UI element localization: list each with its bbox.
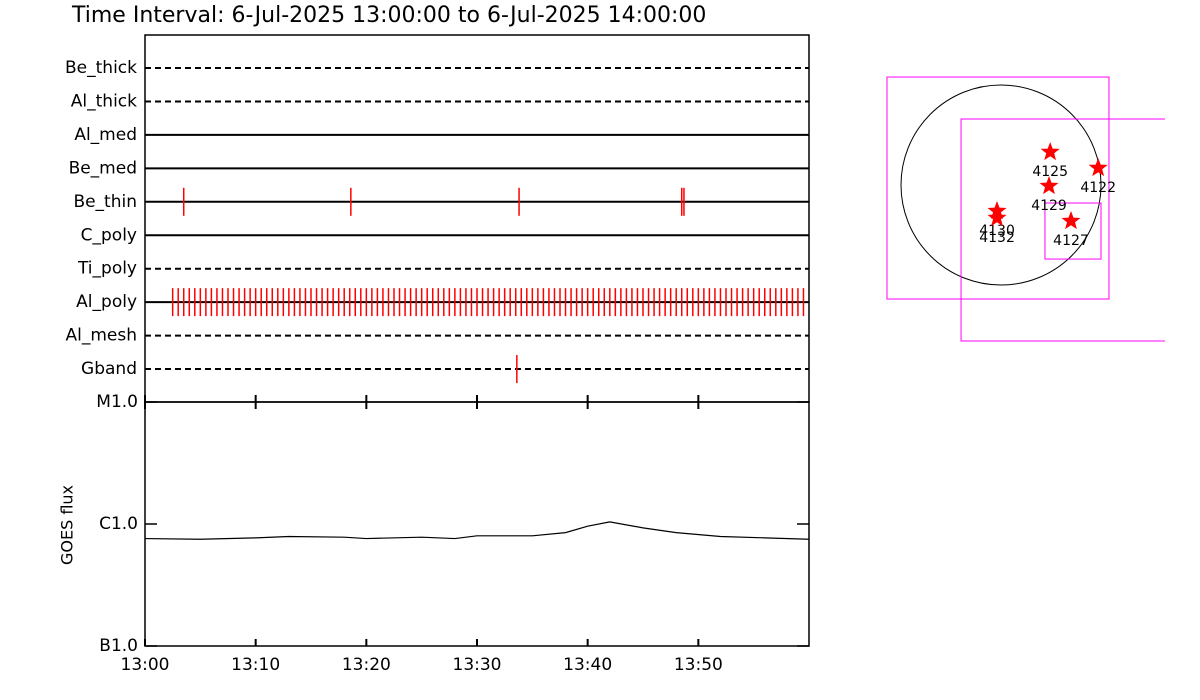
upper-frame — [144, 34, 810, 403]
region-star — [1088, 158, 1108, 177]
fov-box — [1044, 202, 1102, 260]
fov-box — [886, 76, 1110, 300]
map-boxes — [886, 76, 1165, 342]
region-star — [987, 208, 1007, 227]
y-tick-label: B1.0 — [99, 636, 138, 656]
row-label: Be_thick — [65, 58, 137, 78]
region-label: 4130 — [979, 223, 1015, 239]
x-tick-label: 13:10 — [231, 655, 280, 675]
y-tick-label: M1.0 — [96, 392, 138, 412]
x-tick-label: 13:30 — [453, 655, 502, 675]
x-tick-label: 13:00 — [121, 655, 170, 675]
row-label: C_poly — [81, 225, 137, 245]
region-label: 4125 — [1032, 164, 1068, 180]
row-label: Be_med — [69, 158, 137, 178]
goes-curve — [144, 521, 810, 540]
region-label: 4122 — [1080, 180, 1116, 196]
lower-frame — [144, 401, 810, 647]
region-label: 4127 — [1053, 233, 1089, 249]
row-label: Be_thin — [73, 192, 137, 212]
solar-disk — [900, 84, 1102, 286]
row-label: Ti_poly — [77, 259, 137, 279]
row-label: Al_thick — [71, 91, 137, 111]
x-tick-label: 13:40 — [563, 655, 612, 675]
row-label: Al_med — [74, 125, 137, 145]
region-label: 4129 — [1031, 198, 1067, 214]
x-tick-label: 13:50 — [674, 655, 723, 675]
fov-box — [960, 118, 1165, 342]
row-label: Gband — [81, 359, 137, 379]
row-label: Al_mesh — [65, 326, 137, 346]
x-tick-label: 13:20 — [342, 655, 391, 675]
chart-title: Time Interval: 6-Jul-2025 13:00:00 to 6-… — [71, 3, 706, 28]
row-label: Al_poly — [76, 292, 137, 312]
region-star — [1039, 176, 1059, 195]
y-axis-label: GOES flux — [58, 485, 77, 565]
y-tick-label: C1.0 — [99, 514, 138, 534]
region-star — [1061, 211, 1081, 230]
region-label: 4132 — [979, 230, 1015, 246]
region-star — [1040, 142, 1060, 161]
